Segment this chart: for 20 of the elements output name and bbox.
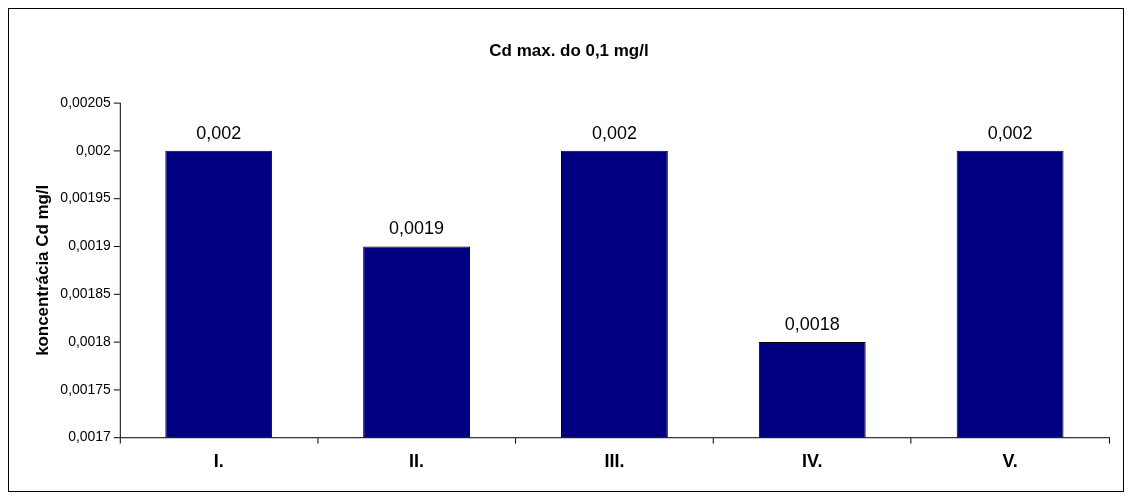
data-label: 0,0019 xyxy=(389,218,445,239)
chart-title: Cd max. do 0,1 mg/l xyxy=(489,40,649,60)
data-label: 0,002 xyxy=(196,122,242,143)
y-tick-label: 0,0017 xyxy=(68,428,112,445)
y-tick-label: 0,0018 xyxy=(68,332,112,349)
x-tick-label: I. xyxy=(213,451,224,472)
y-tick-label: 0,0019 xyxy=(68,237,112,254)
data-label: 0,0018 xyxy=(784,314,840,335)
y-tick-label: 0,00205 xyxy=(60,93,112,110)
data-label: 0,002 xyxy=(591,122,637,143)
data-label: 0,002 xyxy=(987,122,1033,143)
y-tick-label: 0,00185 xyxy=(60,285,112,302)
x-tick-label: V. xyxy=(1002,451,1018,472)
x-tick-label: II. xyxy=(409,451,425,472)
y-tick-label: 0,002 xyxy=(75,141,112,158)
x-tick-label: IV. xyxy=(802,451,823,472)
y-tick-label: 0,00175 xyxy=(60,380,112,397)
y-axis-title: koncentrácia Cd mg/l xyxy=(32,184,52,356)
x-tick-label: III. xyxy=(604,451,625,472)
y-tick-label: 0,00195 xyxy=(60,189,112,206)
